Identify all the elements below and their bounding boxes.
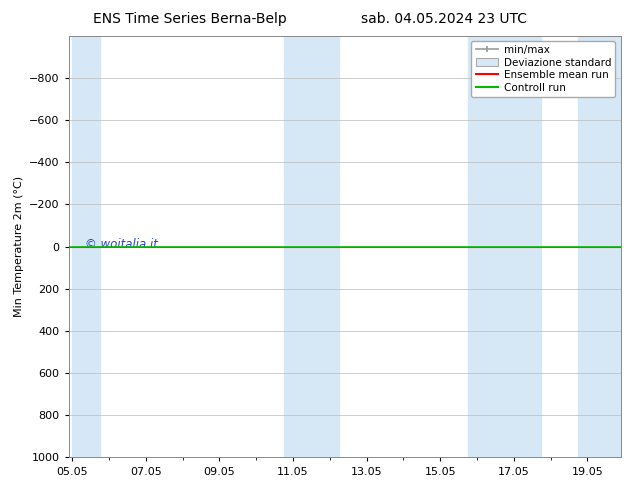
Bar [468, 36, 541, 458]
Text: © woitalia.it: © woitalia.it [85, 238, 158, 251]
Text: ENS Time Series Berna-Belp: ENS Time Series Berna-Belp [93, 12, 287, 26]
Bar [72, 36, 100, 458]
Y-axis label: Min Temperature 2m (°C): Min Temperature 2m (°C) [13, 176, 23, 317]
Bar [284, 36, 339, 458]
Legend: min/max, Deviazione standard, Ensemble mean run, Controll run: min/max, Deviazione standard, Ensemble m… [471, 41, 615, 97]
Text: sab. 04.05.2024 23 UTC: sab. 04.05.2024 23 UTC [361, 12, 527, 26]
Bar [578, 36, 621, 458]
